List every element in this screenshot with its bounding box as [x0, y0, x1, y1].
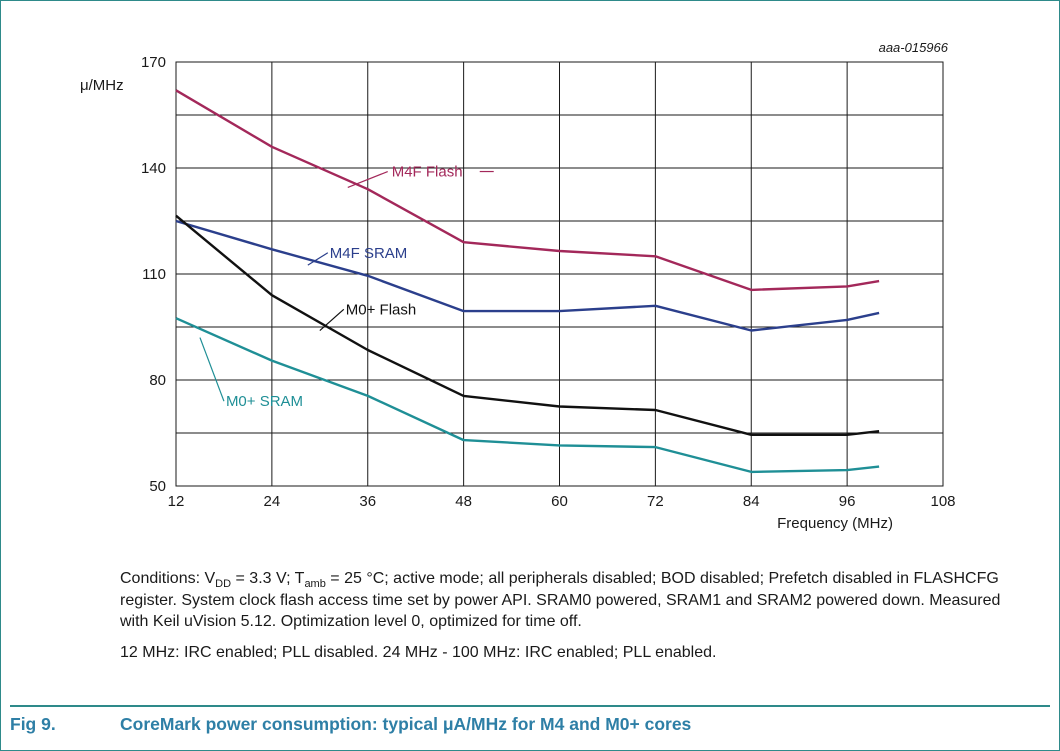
- conditions-rest: = 25 °C; active mode; all peripherals di…: [120, 570, 1001, 630]
- x-tick-label: 60: [551, 493, 568, 510]
- x-tick-label: 108: [930, 493, 955, 510]
- tick-layer: 12 24 36 48 60 72 84 96 108 50 80 110 140 170: [141, 54, 956, 510]
- y-axis-label: μ/MHz: [80, 77, 124, 94]
- series-layer: [175, 89, 880, 474]
- series-label: M4F Flash: [392, 164, 463, 181]
- series-line-m0-flash: [175, 214, 880, 436]
- conditions-paragraph: Conditions: VDD = 3.3 V; Tamb = 25 °C; a…: [120, 568, 1020, 633]
- clock-note: 12 MHz: IRC enabled; PLL disabled. 24 MH…: [120, 643, 717, 661]
- y-tick-label: 50: [149, 478, 166, 495]
- tamb-subscript: amb: [304, 578, 326, 590]
- series-leader-line: [319, 308, 345, 331]
- conditions-prefix: Conditions: V: [120, 570, 216, 587]
- figure-caption: Fig 9. CoreMark power consumption: typica…: [10, 705, 1050, 735]
- x-tick-label: 24: [264, 493, 281, 510]
- series-leader-line: [307, 252, 329, 266]
- x-tick-label: 72: [647, 493, 664, 510]
- vdd-value: = 3.3 V; T: [231, 570, 305, 587]
- y-tick-label: 170: [141, 54, 166, 71]
- series-line-m0-sram: [175, 317, 880, 474]
- x-tick-label: 48: [455, 493, 472, 510]
- grid-layer: [175, 61, 944, 487]
- series-label: M0+ Flash: [346, 301, 416, 318]
- label-layer: M4F Flash M4F SRAM M0+ Flash M0+ SRAM: [199, 164, 494, 410]
- y-tick-label: 140: [141, 160, 166, 177]
- power-consumption-chart: M4F Flash M4F SRAM M0+ Flash M0+ SRAM 12 24 3…: [80, 40, 956, 532]
- x-tick-label: 12: [168, 493, 185, 510]
- x-tick-label: 84: [743, 493, 760, 510]
- figure-id-label: aaa-015966: [879, 40, 949, 55]
- x-tick-label: 96: [839, 493, 856, 510]
- series-leader-line: [347, 170, 388, 188]
- vdd-subscript: DD: [215, 578, 232, 590]
- series-label: M0+ SRAM: [226, 393, 303, 410]
- series-leader-line: [199, 337, 225, 402]
- conditions-notes: Conditions: VDD = 3.3 V; Tamb = 25 °C; a…: [120, 568, 1020, 663]
- y-tick-label: 80: [149, 372, 166, 389]
- series-label: M4F SRAM: [330, 245, 408, 262]
- figure-number: Fig 9.: [10, 714, 56, 734]
- x-axis-label: Frequency (MHz): [777, 515, 893, 532]
- series-line-m4f-sram: [175, 219, 880, 332]
- x-tick-label: 36: [359, 493, 376, 510]
- figure-title: CoreMark power consumption: typical μA/M…: [120, 714, 692, 734]
- series-line-m4f-flash: [175, 89, 880, 292]
- y-tick-label: 110: [142, 266, 166, 283]
